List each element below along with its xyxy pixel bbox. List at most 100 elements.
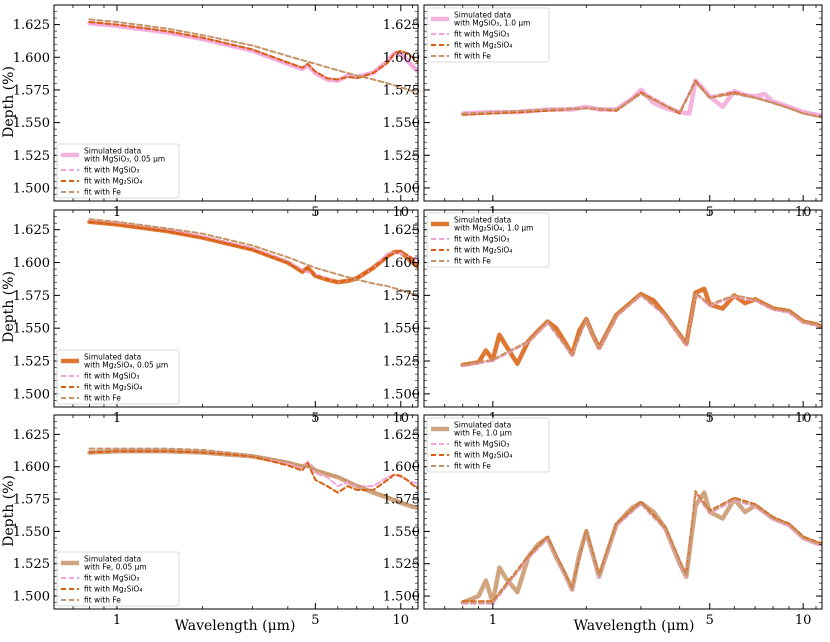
legend-label: with Fe, 1.0 μm (454, 429, 512, 438)
y-tick-label: 1.525 (13, 149, 50, 164)
legend-label: fit with MgSiO₃ (84, 372, 139, 381)
legend-label: with Fe, 0.05 μm (84, 563, 147, 572)
panel-bottom-right: 1 5 10 1.500 1.525 1.550 1.575 1.600 1.625 Simula… (383, 414, 823, 628)
series-line-simulated-data (87, 21, 418, 84)
legend-label: Simulated data (454, 421, 511, 430)
legend-label: with Mg₂SiO₄, 0.05 μm (84, 361, 168, 370)
y-axis-label-top: Depth (%) (1, 66, 17, 138)
legend-label: fit with Mg₂SiO₄ (84, 383, 142, 392)
series-line-fit-mg2sio4 (461, 490, 822, 603)
series-line-fit-fe (88, 18, 418, 95)
legend-label: fit with MgSiO₃ (84, 574, 139, 583)
legend-label: fit with Mg₂SiO₄ (84, 177, 142, 186)
series-line-fit-fe (88, 447, 418, 508)
y-axis-label-bottom: Depth (%) (1, 475, 17, 547)
x-tick-label: 5 (706, 613, 714, 628)
y-tick-label: 1.550 (13, 525, 50, 540)
legend-label: fit with Fe (454, 462, 491, 471)
series-line-simulated-data (87, 448, 418, 511)
y-tick-label: 1.600 (13, 256, 50, 271)
legend-label: Simulated data (454, 11, 511, 20)
y-tick-label: 1.525 (13, 557, 50, 572)
y-tick-label: 1.550 (13, 116, 50, 131)
legend-label: with MgSiO₃, 0.05 μm (84, 155, 165, 164)
x-axis-label-left: Wavelength (μm) (175, 618, 296, 634)
panel-middle-right: 15101.5001.5251.5501.5751.6001.625Simula… (383, 209, 823, 426)
y-tick-label: 1.500 (383, 181, 420, 196)
legend-label: Simulated data (84, 353, 141, 362)
legend-label: fit with Fe (84, 394, 121, 403)
legend-label: fit with MgSiO₃ (84, 166, 139, 175)
y-tick-label: 1.625 (13, 18, 50, 33)
series-line-fit-fe (88, 218, 418, 298)
y-tick-label: 1.500 (383, 387, 420, 402)
y-tick-label: 1.500 (13, 387, 50, 402)
y-axis-label-middle: Depth (%) (1, 271, 17, 343)
y-tick-label: 1.525 (383, 355, 420, 370)
panel-bottom-left: 1 5 10 1.500 1.525 1.550 1.575 1.600 1.625 Simula… (13, 414, 419, 628)
series-line-fit-mg2sio4 (88, 220, 418, 284)
x-axis-label-right: Wavelength (μm) (574, 618, 695, 634)
legend-label: fit with Mg₂SiO₄ (454, 451, 512, 460)
y-tick-label: 1.625 (383, 18, 420, 33)
y-tick-label: 1.550 (383, 525, 420, 540)
series-line-fit-fe (461, 491, 822, 604)
legend-label: fit with MgSiO₃ (454, 440, 509, 449)
y-tick-label: 1.500 (383, 590, 420, 605)
legend-label: with MgSiO₃, 1.0 μm (454, 19, 530, 28)
y-tick-label: 1.625 (13, 428, 50, 443)
y-tick-label: 1.600 (383, 51, 420, 66)
y-tick-label: 1.575 (13, 493, 50, 508)
y-tick-label: 1.600 (383, 256, 420, 271)
y-tick-label: 1.525 (13, 355, 50, 370)
panel-middle-left: 1 5 101.5001.5251.5501.5751.6001.625Simula… (13, 209, 419, 426)
legend-label: fit with Fe (454, 257, 491, 266)
y-tick-label: 1.575 (383, 83, 420, 98)
legend-label: fit with Fe (84, 188, 121, 197)
legend-label: fit with Fe (454, 52, 491, 61)
series-line-fit-mg2sio4 (88, 21, 418, 81)
y-tick-label: 1.525 (383, 149, 420, 164)
y-tick-label: 1.550 (383, 116, 420, 131)
series-line-simulated-data (87, 219, 418, 285)
y-tick-label: 1.600 (13, 51, 50, 66)
y-tick-label: 1.500 (13, 181, 50, 196)
x-tick-label: 1 (489, 613, 497, 628)
series-line-fit-fe (461, 81, 822, 119)
legend-label: fit with MgSiO₃ (454, 235, 509, 244)
legend-label: fit with MgSiO₃ (454, 30, 509, 39)
y-tick-label: 1.600 (13, 460, 50, 475)
series-line-fit-fe (461, 291, 822, 366)
legend-label: fit with Mg₂SiO₄ (454, 246, 512, 255)
y-tick-label: 1.500 (13, 590, 50, 605)
y-tick-label: 1.525 (383, 557, 420, 572)
legend-label: with Mg₂SiO₄, 1.0 μm (454, 224, 533, 233)
y-tick-label: 1.625 (383, 428, 420, 443)
panel-top-left: 1 5 101.5001.5251.5501.5751.6001.625Simula… (13, 4, 419, 220)
legend-label: fit with Fe (84, 596, 121, 605)
legend-label: fit with Mg₂SiO₄ (454, 41, 512, 50)
legend-label: Simulated data (84, 147, 141, 156)
y-tick-label: 1.575 (383, 289, 420, 304)
panel-top-right: 1 5 101.5001.5251.5501.5751.6001.625Simula… (383, 4, 823, 220)
x-tick-label: 10 (795, 613, 812, 628)
y-tick-label: 1.575 (13, 289, 50, 304)
y-tick-label: 1.575 (383, 493, 420, 508)
y-tick-label: 1.575 (13, 83, 50, 98)
x-tick-label: 1 (113, 613, 121, 628)
y-tick-label: 1.550 (383, 322, 420, 337)
x-tick-label: 10 (392, 613, 409, 628)
series-line-fit-mg2sio4 (88, 450, 418, 494)
y-tick-label: 1.600 (383, 460, 420, 475)
legend-label: Simulated data (84, 555, 141, 564)
x-tick-label: 5 (311, 613, 319, 628)
y-tick-label: 1.625 (13, 223, 50, 238)
legend-label: fit with Mg₂SiO₄ (84, 585, 142, 594)
series-line-simulated-data (460, 286, 822, 368)
